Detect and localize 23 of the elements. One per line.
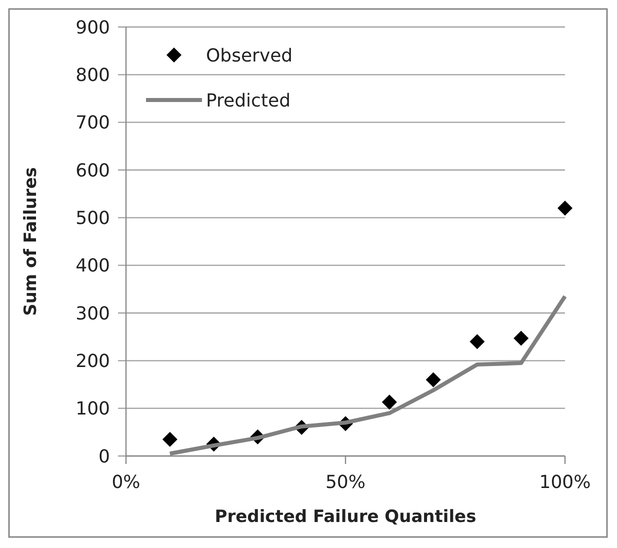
y-tick-label: 100 (76, 398, 110, 420)
point (382, 394, 397, 410)
x-tick-label: 100% (539, 472, 591, 493)
point (558, 200, 572, 216)
point (162, 432, 178, 447)
y-tick-label: 0 (98, 446, 110, 468)
legend-label: Observed (206, 45, 293, 66)
point (470, 334, 485, 350)
y-axis-title: Sum of Failures (21, 167, 41, 316)
x-tick-label: 50% (325, 472, 366, 493)
y-tick-label: 600 (76, 160, 110, 182)
y-tick-label: 300 (76, 303, 110, 324)
point (514, 330, 529, 346)
point (426, 372, 441, 388)
x-axis-title: Predicted Failure Quantiles (214, 507, 476, 527)
y-tick-label: 900 (76, 17, 110, 38)
y-tick-label: 400 (76, 256, 110, 277)
y-tick-label: 800 (76, 64, 110, 86)
y-tick-label: 500 (76, 208, 110, 229)
legend-label: Predicted (206, 90, 290, 112)
x-tick-label: 0% (112, 472, 140, 493)
y-tick-label: 200 (76, 350, 110, 372)
y-tick-label: 700 (76, 112, 110, 134)
